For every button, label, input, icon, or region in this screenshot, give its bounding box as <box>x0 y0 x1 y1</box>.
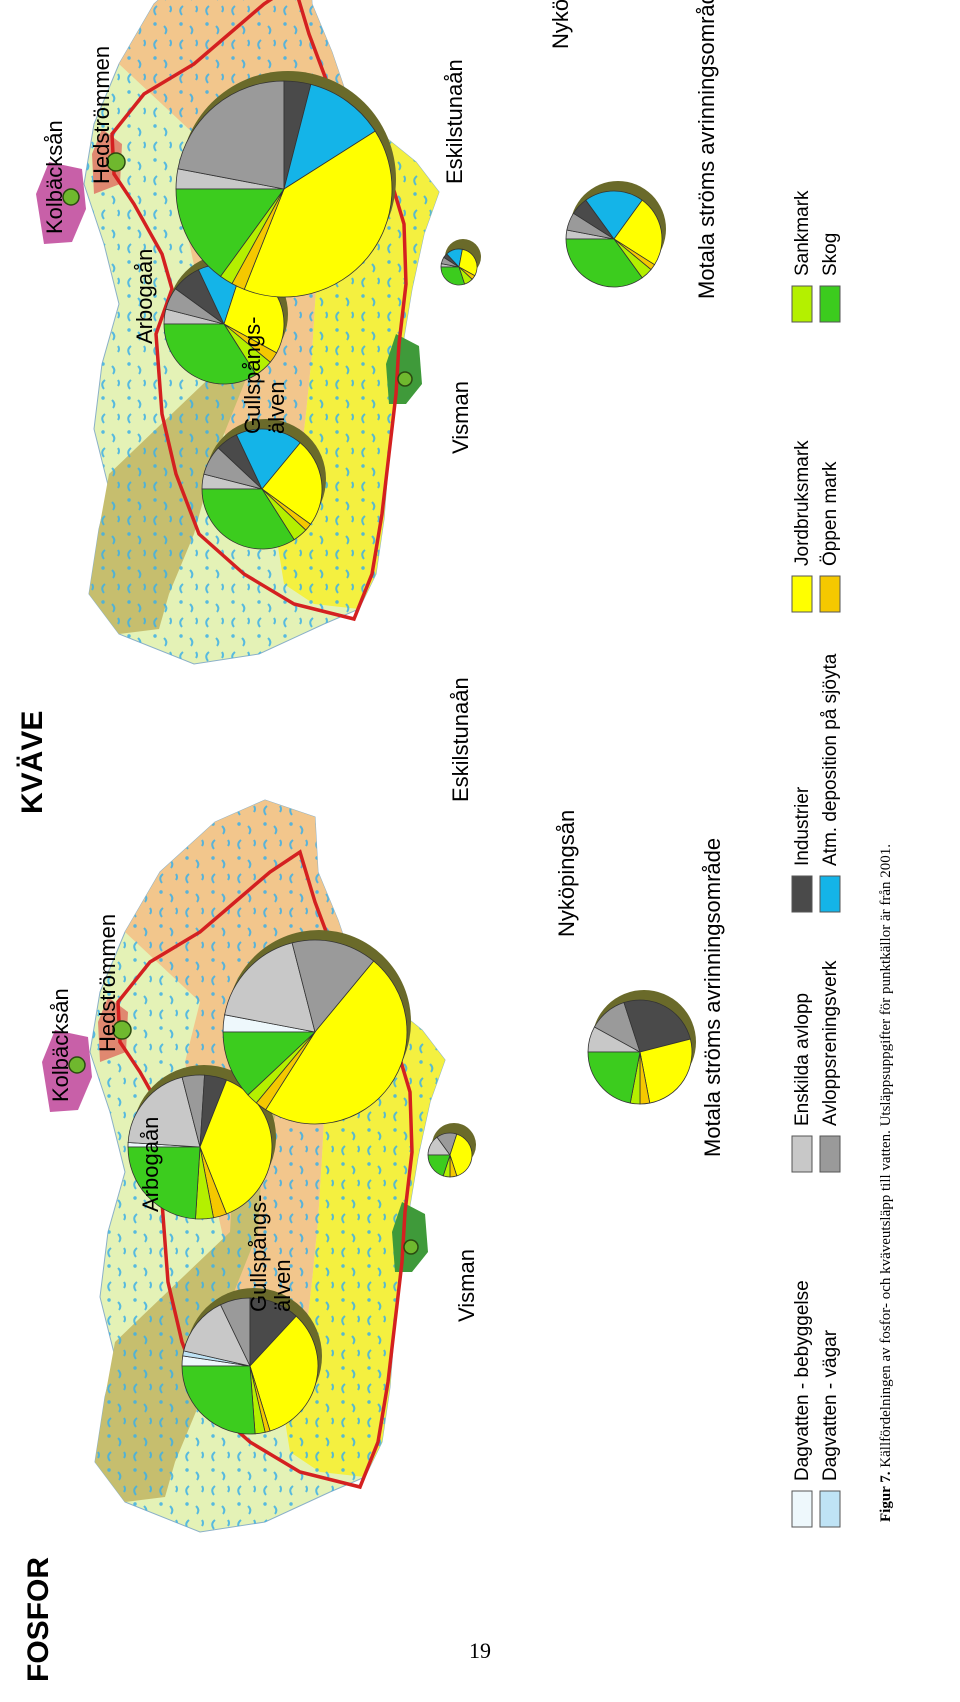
legend-label: Jordbruksmark <box>792 440 813 566</box>
legend-swatch <box>791 875 813 913</box>
legend-label: Skog <box>820 233 841 276</box>
pie-slice <box>249 1315 319 1432</box>
legend-label: Öppen mark <box>820 461 841 566</box>
kvave-label-visman: Visman <box>448 381 473 454</box>
pie-slice <box>291 939 375 1033</box>
fosfor-point-hedstrommen <box>112 1020 132 1040</box>
pie-slice <box>222 1031 317 1096</box>
pie-slice <box>235 428 301 490</box>
legend-swatch <box>819 575 841 613</box>
legend-swatch <box>791 1135 813 1173</box>
pie-slice <box>201 488 295 550</box>
label-visman: Visman <box>454 1249 479 1322</box>
kvave-kolbacksan-region <box>36 162 86 244</box>
kvave-point-visman <box>397 371 413 387</box>
kvave-point-hedstrommen <box>106 152 126 172</box>
legend-swatch <box>791 1490 813 1528</box>
kvave-label-gullspang-line2: älven <box>264 381 289 434</box>
kvave-label-motala: Motala ströms avrinningsområde <box>694 0 719 299</box>
pie-slice <box>163 323 257 385</box>
kvave-label-arbogaan: Arbogaån <box>132 249 157 344</box>
pie-slice <box>440 266 466 286</box>
label-eskilstunaan: Eskilstunaån <box>448 677 473 802</box>
figure-caption: Figur 7. Källfördelningen av fosfor- och… <box>878 844 894 1522</box>
kvave-label-nykopingsan: Nyköpingsån <box>548 0 573 49</box>
pie-slice <box>127 1146 201 1220</box>
caption-label: Figur 7. <box>878 1471 894 1522</box>
label-nykopingsan: Nyköpingsån <box>554 810 579 937</box>
pie-slice <box>183 1304 251 1367</box>
kvave-point-kolbacksan <box>62 188 80 206</box>
pie-slice <box>181 1365 256 1435</box>
kvave-label-kolbacksan: Kolbäcksån <box>42 120 67 234</box>
pie-slice <box>623 999 691 1053</box>
label-kolbacksan: Kolbäcksån <box>48 988 73 1102</box>
label-gullspang-line2: älven <box>270 1259 295 1312</box>
pie-slice <box>613 199 663 266</box>
legend-swatch <box>819 1135 841 1173</box>
legend-swatch <box>819 285 841 323</box>
legend: Dagvatten - bebyggelse Dagvatten - vägar E… <box>791 190 841 1528</box>
fosfor-catchment-boundary <box>116 849 414 1490</box>
pie-slice <box>243 130 393 298</box>
pie-slice <box>427 1154 451 1177</box>
fosfor-point-kolbacksan <box>68 1056 86 1074</box>
legend-label: Sankmark <box>792 190 813 276</box>
kvave-map: KVÄVE Kolbäcksån Hedströmmen Arbogaån Gu… <box>16 0 719 814</box>
kvave-label-eskilstunaan: Eskilstunaån <box>442 59 467 184</box>
kvave-label-hedstrommen: Hedströmmen <box>89 46 114 184</box>
legend-swatch <box>819 875 841 913</box>
pie-slice <box>585 190 643 240</box>
pie-slice <box>449 1133 473 1177</box>
label-motala: Motala ströms avrinningsområde <box>700 838 725 1157</box>
legend-swatch <box>819 1490 841 1528</box>
page-number: 19 <box>469 1638 491 1663</box>
pie-slice <box>283 83 376 190</box>
pie-slice <box>639 1038 693 1104</box>
kvave-label-gullspang-line1: Gullspångs- <box>240 317 265 434</box>
pie-slice <box>565 238 643 288</box>
pie-slice <box>261 442 323 525</box>
kvave-map-wrapper: KVÄVE Kolbäcksån Hedströmmen Arbogaån Gu… <box>16 0 719 814</box>
legend-label: Industrier <box>792 786 813 866</box>
legend-swatch <box>791 575 813 613</box>
fosfor-kolbacksan-region <box>42 1030 92 1112</box>
label-arbogaan: Arbogaån <box>138 1117 163 1212</box>
legend-label: Dagvatten - vägar <box>820 1329 841 1481</box>
fosfor-title: FOSFOR <box>22 1557 55 1682</box>
fosfor-pies <box>127 930 696 1435</box>
label-gullspang-line1: Gullspångs- <box>246 1195 271 1312</box>
legend-swatch <box>791 285 813 323</box>
label-hedstrommen: Hedströmmen <box>95 914 120 1052</box>
fosfor-point-visman <box>403 1239 419 1255</box>
kvave-title: KVÄVE <box>16 711 49 814</box>
pie-slice <box>265 960 408 1125</box>
fosfor-map: FOSFOR Kolbäcksån Hedströmmen Arbogaån G… <box>22 677 725 1682</box>
legend-label: Avloppsreningsverk <box>820 960 841 1126</box>
kvave-pies <box>163 71 666 550</box>
pie-slice <box>587 1051 641 1104</box>
kvave-catchment-boundary <box>110 0 408 622</box>
pie-slice <box>175 188 285 277</box>
pie-slice <box>127 1076 201 1148</box>
legend-label: Enskilda avlopp <box>792 993 813 1126</box>
legend-label: Dagvatten - bebyggelse <box>792 1280 813 1481</box>
caption-text: Källfördelningen av fosfor- och kväveuts… <box>878 844 894 1471</box>
pie-slice <box>224 942 316 1033</box>
pie-slice <box>177 80 285 190</box>
legend-label: Atm. deposition på sjöyta <box>820 653 841 866</box>
